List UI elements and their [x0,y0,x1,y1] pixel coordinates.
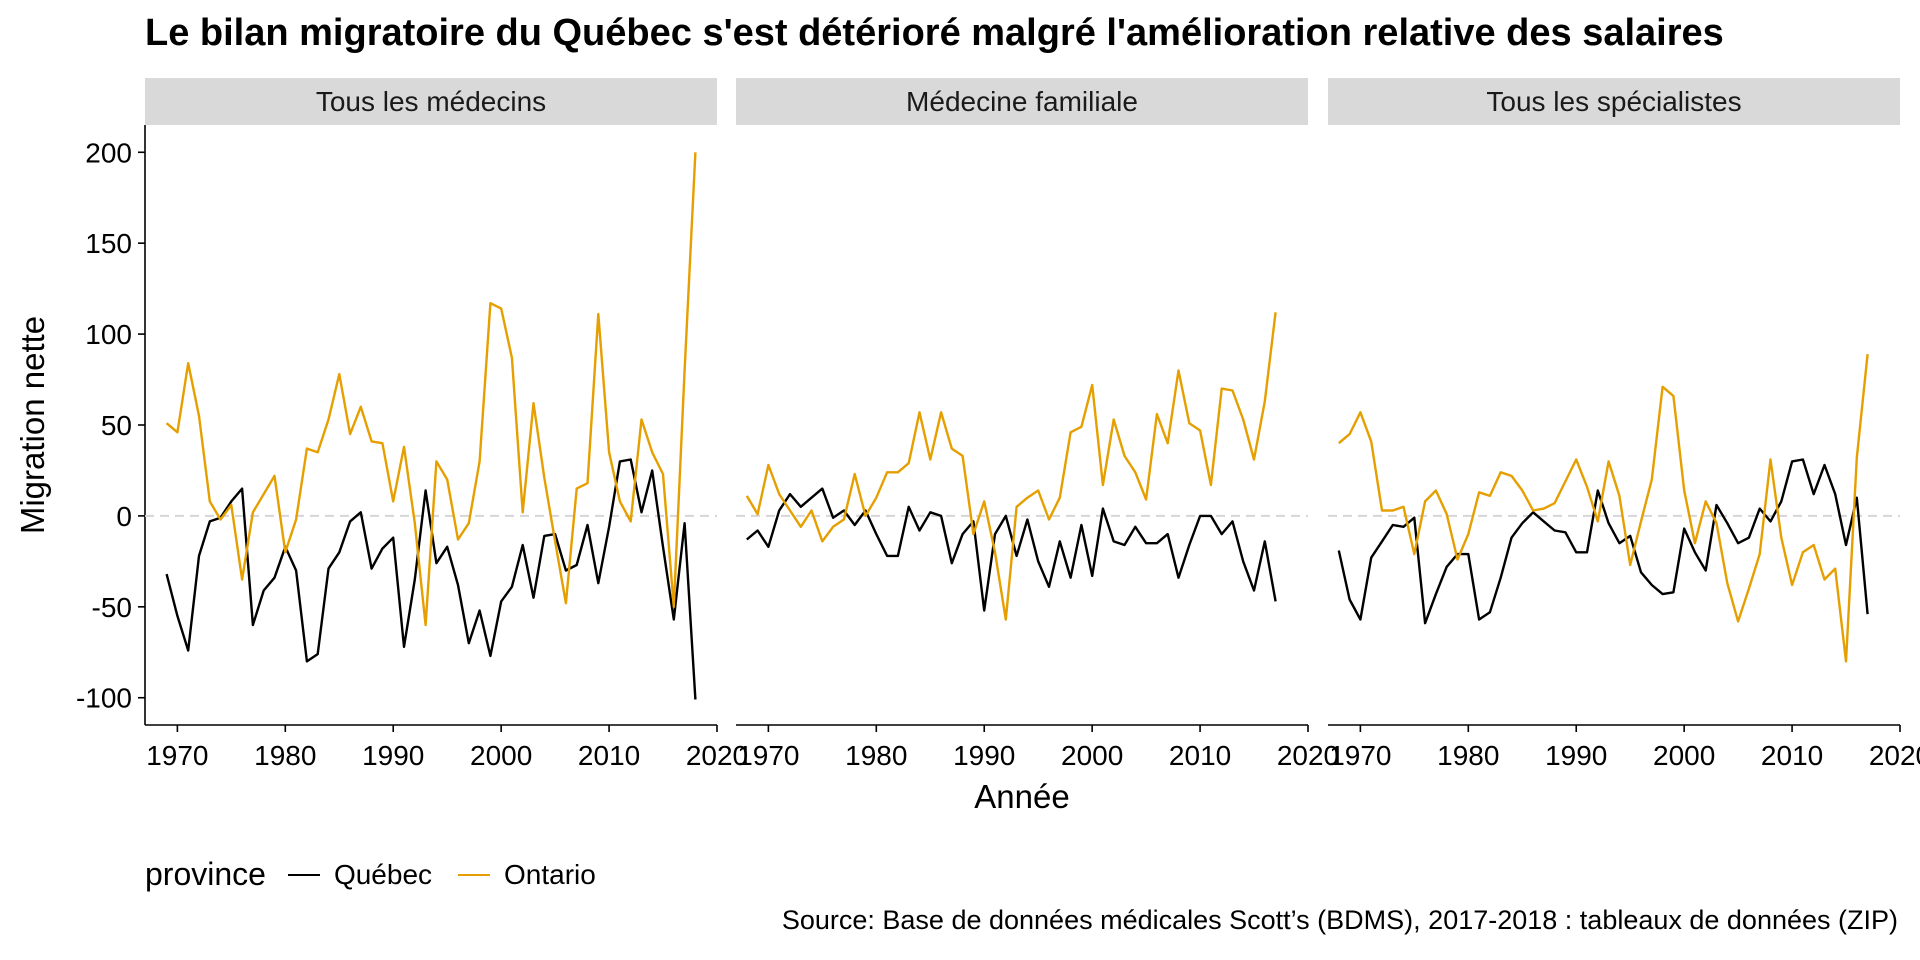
x-tick-label: 2000 [1653,740,1715,771]
y-tick-label: -100 [76,683,132,714]
x-tick-label: 1990 [1545,740,1607,771]
facet-strip-label: Médecine familiale [906,86,1138,117]
x-tick-label: 2000 [1061,740,1123,771]
x-tick-label: 2020 [1869,740,1920,771]
x-axis-title: Année [974,778,1069,815]
x-tick-label: 1970 [737,740,799,771]
x-tick-label: 1980 [1437,740,1499,771]
legend-key-ontario [458,873,491,876]
x-tick-label: 2000 [470,740,532,771]
x-tick-label: 2010 [1169,740,1231,771]
y-axis-title: Migration nette [14,316,51,534]
x-tick-label: 2020 [686,740,748,771]
x-tick-label: 1990 [362,740,424,771]
y-tick-label: -50 [92,592,132,623]
series-line-ontario-tous-les-medecins [165,152,697,627]
x-tick-label: 1990 [953,740,1015,771]
facet-strip-tous-les-medecins [145,78,717,125]
x-tick-label: 1970 [1329,740,1391,771]
y-tick-label: 50 [101,410,132,441]
series-line-quebec-medecine-familiale [746,487,1277,612]
y-tick-label: 100 [85,319,132,350]
chart-title: Le bilan migratoire du Québec s'est dété… [145,12,1724,54]
series-line-ontario-tous-les-specialistes [1338,353,1869,663]
legend-label-ontario: Ontario [504,858,596,890]
x-tick-label: 2020 [1277,740,1339,771]
y-tick-label: 0 [116,501,132,532]
series-line-quebec-tous-les-specialistes [1337,458,1869,625]
legend-item-quebec: Québec [287,858,433,891]
series-line-quebec-tous-les-medecins [165,458,697,700]
source-caption: Source: Base de données médicales Scott’… [781,905,1898,935]
x-tick-label: 2010 [1761,740,1823,771]
facet-strip-label: Tous les médecins [316,86,546,117]
facet-strip-label: Tous les spécialistes [1486,86,1741,117]
y-tick-label: 200 [85,137,132,168]
legend-item-ontario: Ontario [458,859,596,891]
y-tick-label: 150 [85,228,132,259]
facet-strip-tous-les-specialistes [1328,78,1900,125]
x-tick-label: 2010 [578,740,640,771]
series-line-ontario-medecine-familiale [745,312,1277,621]
x-tick-label: 1980 [254,740,316,771]
legend-label-quebec: Québec [333,858,433,890]
legend-key-quebec [287,873,320,876]
legend-title: province [145,856,266,892]
legend: province Québec Ontario [145,856,622,893]
facet-strip-medecine-familiale [736,78,1308,125]
x-tick-label: 1980 [845,740,907,771]
x-tick-label: 1970 [146,740,208,771]
